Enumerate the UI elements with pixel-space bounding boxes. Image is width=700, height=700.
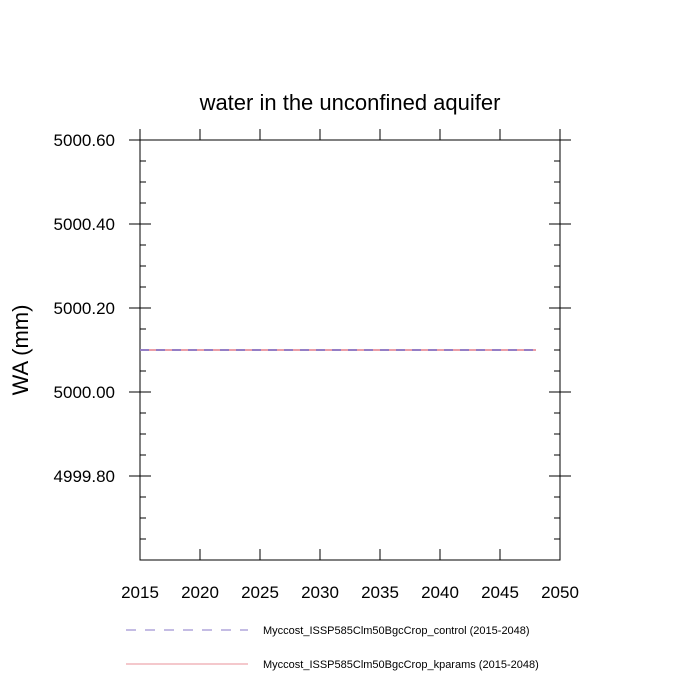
y-tick-label: 5000.40 xyxy=(54,215,115,234)
x-tick-label: 2045 xyxy=(481,583,519,602)
legend-label: Myccost_ISSP585Clm50BgcCrop_kparams (201… xyxy=(263,659,539,671)
x-tick-label: 2050 xyxy=(541,583,579,602)
y-tick-label: 5000.00 xyxy=(54,383,115,402)
x-tick-label: 2040 xyxy=(421,583,459,602)
y-tick-labels: 4999.80 5000.00 5000.20 5000.40 5000.60 xyxy=(54,131,115,486)
x-tick-label: 2030 xyxy=(301,583,339,602)
y-axis-label: WA (mm) xyxy=(8,305,33,396)
legend: Myccost_ISSP585Clm50BgcCrop_control (201… xyxy=(126,625,539,671)
axis-ticks xyxy=(129,129,571,561)
legend-label: Myccost_ISSP585Clm50BgcCrop_control (201… xyxy=(263,625,530,637)
y-tick-label: 5000.20 xyxy=(54,299,115,318)
y-tick-label: 4999.80 xyxy=(54,467,115,486)
x-tick-label: 2035 xyxy=(361,583,399,602)
x-tick-label: 2015 xyxy=(121,583,159,602)
x-tick-labels: 2015 2020 2025 2030 2035 2040 2045 2050 xyxy=(121,583,579,602)
y-tick-label: 5000.60 xyxy=(54,131,115,150)
x-tick-label: 2025 xyxy=(241,583,279,602)
x-tick-label: 2020 xyxy=(181,583,219,602)
chart-title: water in the unconfined aquifer xyxy=(199,90,501,115)
